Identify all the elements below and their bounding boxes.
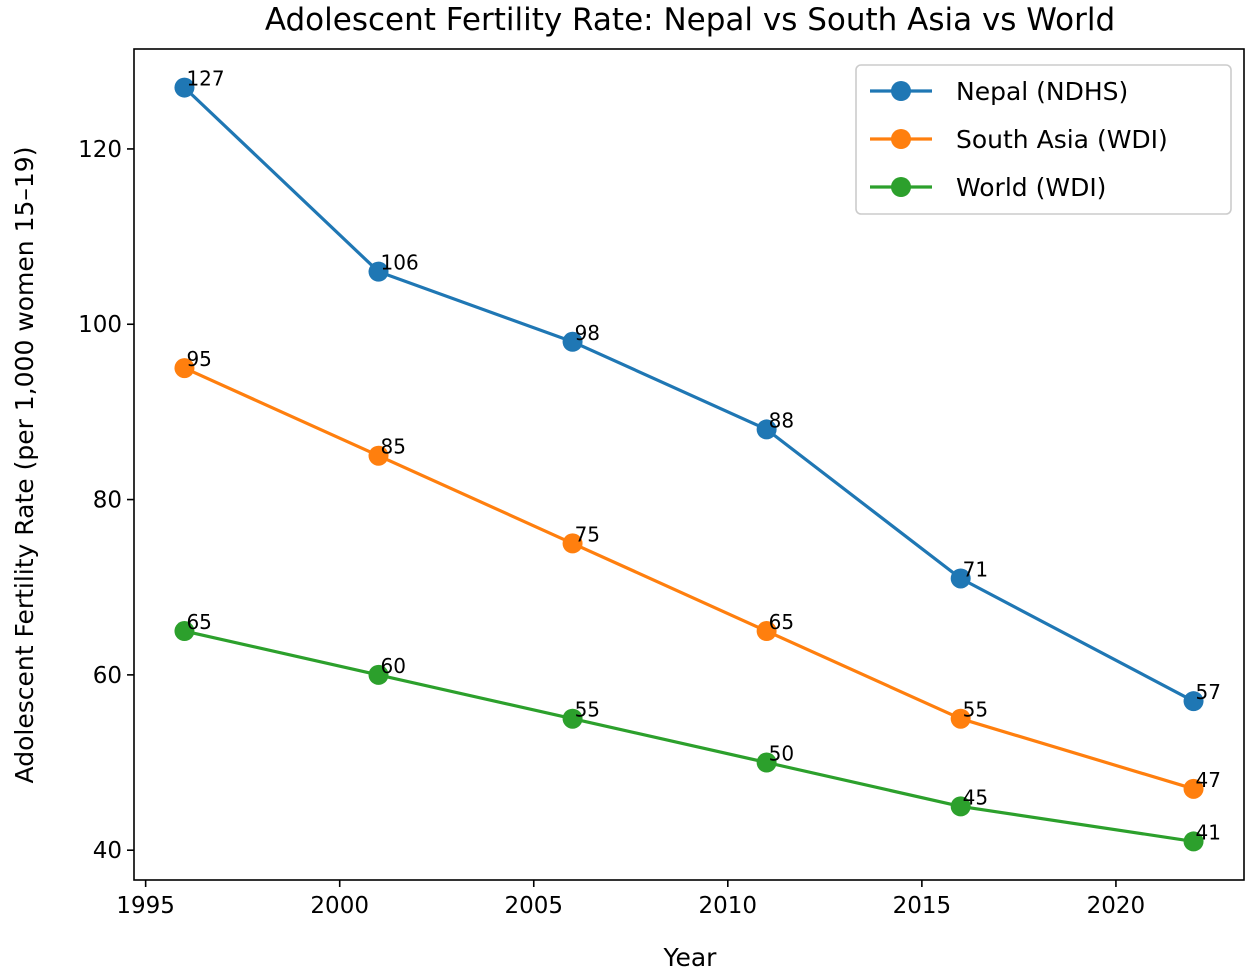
- legend-box: [855, 64, 1232, 215]
- data-label: 65: [769, 610, 794, 634]
- data-point: [174, 358, 195, 379]
- y-axis-ticks: 40 60 80 100 120: [78, 137, 134, 864]
- data-label: 60: [381, 654, 406, 678]
- x-axis-label: Year: [663, 943, 718, 972]
- y-tick-label: 40: [93, 838, 122, 864]
- data-point: [562, 533, 583, 554]
- data-point: [174, 621, 195, 642]
- data-point: [174, 77, 195, 98]
- data-label: 50: [769, 742, 794, 766]
- data-point: [368, 664, 389, 685]
- plot-area: 40 60 80 100 120 1995 2000 2005 2010 2015 2020 12…: [78, 48, 1245, 919]
- series-lines: [182, 85, 1196, 844]
- x-tick-label: 2020: [1087, 893, 1146, 919]
- data-point: [756, 419, 777, 440]
- data-point: [756, 752, 777, 773]
- y-tick-label: 100: [78, 312, 122, 338]
- data-point: [368, 445, 389, 466]
- data-label: 98: [575, 321, 600, 345]
- x-axis-ticks: 1995 2000 2005 2010 2015 2020: [116, 880, 1145, 919]
- legend-marker: [891, 177, 911, 197]
- x-tick-label: 1995: [116, 893, 175, 919]
- data-label: 127: [186, 67, 224, 91]
- y-tick-label: 60: [93, 663, 122, 689]
- data-label: 45: [963, 785, 988, 809]
- legend-label: South Asia (WDI): [956, 125, 1168, 154]
- series-markers: [174, 77, 1204, 852]
- data-labels: 127 106 98 88 71 57 95 85 75 65 55 47 65 60 55 50 45 41: [186, 67, 1221, 845]
- chart-title: Adolescent Fertility Rate: Nepal vs Sout…: [265, 2, 1115, 38]
- data-label: 55: [963, 698, 988, 722]
- series-line-0: [182, 85, 1196, 703]
- series-line-1: [182, 366, 1196, 791]
- data-label: 75: [575, 522, 600, 546]
- data-point: [562, 708, 583, 729]
- data-point: [756, 621, 777, 642]
- data-label: 71: [963, 557, 988, 581]
- x-tick-label: 2005: [504, 893, 563, 919]
- data-label: 57: [1196, 680, 1221, 704]
- y-tick-label: 120: [78, 137, 122, 163]
- data-label: 85: [381, 435, 406, 459]
- x-tick-label: 2010: [699, 893, 758, 919]
- series-line-2: [182, 629, 1196, 844]
- data-point: [950, 568, 971, 589]
- x-tick-label: 2015: [893, 893, 952, 919]
- y-tick-label: 80: [93, 488, 122, 514]
- data-point: [1183, 831, 1204, 852]
- legend-label: World (WDI): [956, 173, 1106, 202]
- data-label: 47: [1196, 768, 1221, 792]
- legend: Nepal (NDHS) South Asia (WDI) World (WDI): [855, 64, 1232, 215]
- data-label: 106: [381, 251, 419, 275]
- legend-marker: [891, 81, 911, 101]
- data-point: [368, 261, 389, 282]
- data-label: 65: [186, 610, 211, 634]
- axes-frame: [133, 48, 1245, 881]
- data-label: 95: [186, 347, 211, 371]
- x-tick-label: 2000: [310, 893, 369, 919]
- data-point: [1183, 691, 1204, 712]
- data-point: [950, 708, 971, 729]
- data-point: [562, 331, 583, 352]
- legend-label: Nepal (NDHS): [956, 77, 1128, 106]
- data-point: [1183, 778, 1204, 799]
- data-label: 88: [769, 408, 794, 432]
- data-label: 41: [1196, 820, 1221, 844]
- data-label: 55: [575, 698, 600, 722]
- y-axis-label: Adolescent Fertility Rate (per 1,000 wom…: [10, 147, 39, 784]
- data-point: [950, 796, 971, 817]
- legend-marker: [891, 129, 911, 149]
